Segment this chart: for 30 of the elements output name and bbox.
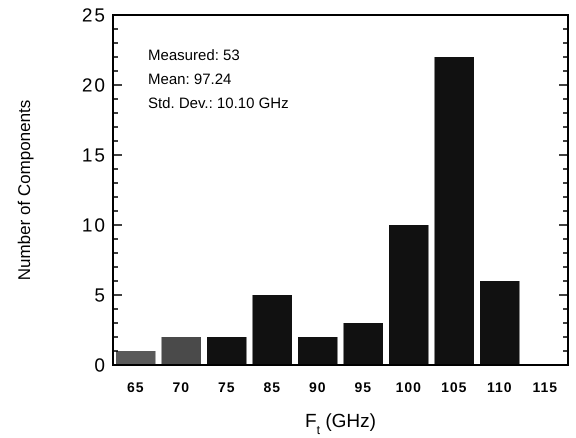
y-tick-label: 20 (82, 76, 107, 97)
bar (434, 57, 474, 365)
bar (162, 337, 201, 365)
bar (252, 295, 292, 365)
x-tick-label: 70 (172, 379, 190, 395)
y-tick-label: 10 (82, 216, 107, 237)
annotation: Std. Dev.: 10.10 GHz (148, 95, 289, 112)
y-tick-label: 25 (82, 6, 107, 27)
bar (207, 337, 246, 365)
bar (116, 351, 156, 365)
x-tick-label: 115 (532, 379, 558, 395)
x-tick-label: 85 (263, 379, 282, 395)
x-tick-label: 75 (218, 379, 236, 395)
y-tick-label: 0 (94, 356, 107, 377)
bar (480, 281, 520, 365)
x-tick-label: 90 (308, 379, 327, 395)
x-tick-label: 95 (354, 379, 372, 395)
bar (298, 337, 338, 365)
annotation: Mean: 97.24 (148, 71, 232, 88)
y-axis-title: Number of Components (15, 100, 34, 280)
bar (389, 225, 428, 365)
bar (344, 323, 383, 365)
y-tick-label: 15 (82, 146, 107, 167)
annotation: Measured: 53 (148, 47, 240, 64)
x-axis-title: F$_{t}$ (GHz) (305, 411, 376, 437)
x-tick-label: 100 (396, 379, 422, 395)
x-tick-label: 110 (486, 379, 513, 395)
y-tick-label: 5 (94, 286, 107, 307)
x-tick-label: 65 (126, 379, 145, 395)
x-tick-label: 105 (441, 379, 468, 395)
